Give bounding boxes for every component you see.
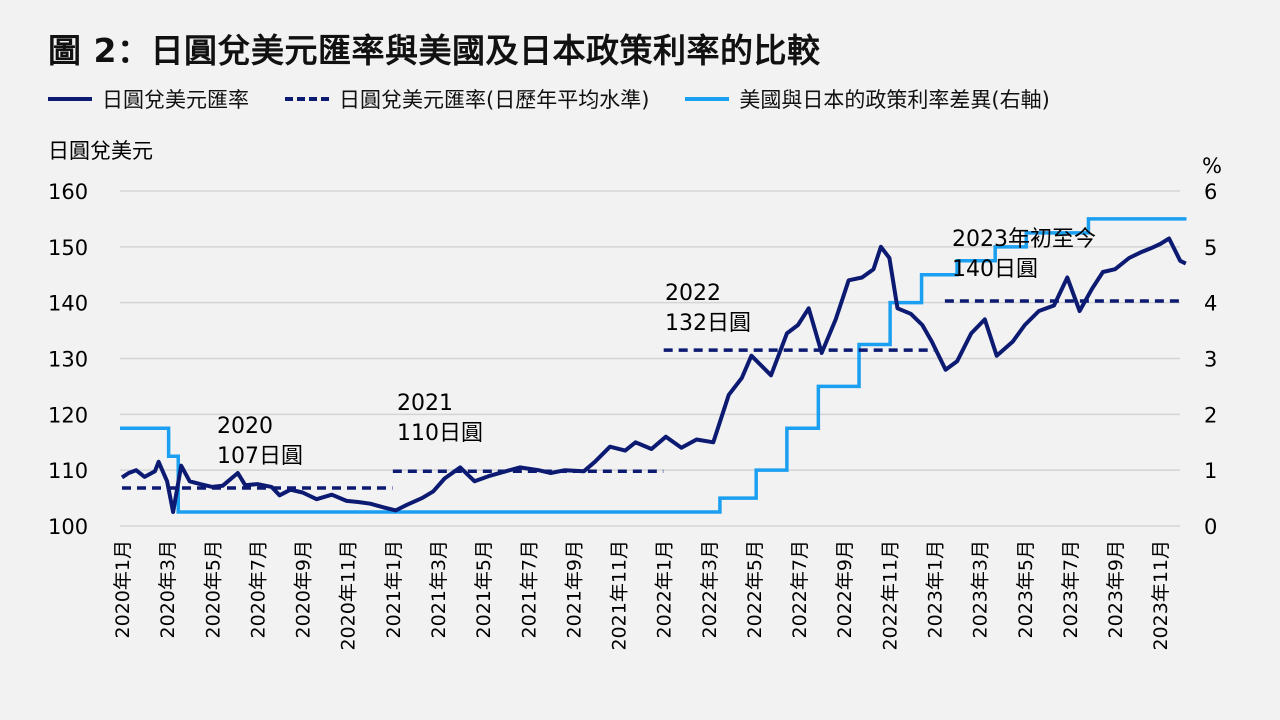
legend-label: 日圓兌美元匯率: [102, 88, 249, 112]
x-tick-label: 2020年9月: [293, 540, 315, 638]
y-tick-label: 140: [48, 292, 88, 316]
legend-swatch-light: [685, 97, 730, 101]
usdjpy-line: [120, 236, 1187, 514]
y2-tick-label: 0: [1204, 515, 1217, 539]
y2-tick-label: 1: [1204, 459, 1217, 483]
x-tick-label: 2022年9月: [834, 540, 856, 638]
annotation-year: 2020: [217, 414, 273, 439]
annotation-value: 107日圓: [217, 444, 303, 469]
rate-differential-line: [120, 217, 1187, 514]
annotation-value: 132日圓: [665, 311, 751, 336]
y-tick-label: 130: [48, 348, 88, 372]
x-tick-label: 2020年7月: [247, 540, 269, 638]
y2-tick-label: 2: [1204, 403, 1217, 427]
y2-tick-label: 6: [1204, 180, 1217, 204]
y-tick-label: 150: [48, 236, 88, 260]
x-tick-label: 2021年7月: [518, 540, 540, 638]
legend-label: 美國與日本的政策利率差異(右軸): [739, 88, 1050, 112]
x-tick-label: 2023年9月: [1105, 540, 1127, 638]
x-tick-label: 2022年7月: [789, 540, 811, 638]
x-tick-label: 2021年9月: [563, 540, 585, 638]
y-axis-label: 日圓兌美元: [48, 139, 153, 163]
annotation-value: 140日圓: [952, 257, 1038, 282]
y2-tick-label: 5: [1204, 236, 1217, 260]
annotation-year: 2021: [397, 391, 453, 416]
y-tick-label: 160: [48, 180, 88, 204]
annotation-year: 2022: [665, 281, 721, 306]
legend-label: 日圓兌美元匯率(日歷年平均水準): [339, 88, 650, 112]
y-tick-label: 100: [48, 515, 88, 539]
legend: 日圓兌美元匯率 日圓兌美元匯率(日歷年平均水準) 美國與日本的政策利率差異(右軸…: [48, 84, 1050, 114]
x-tick-label: 2023年1月: [925, 540, 947, 638]
y2-axis-label: %: [1202, 154, 1222, 178]
x-tick-label: 2023年11月: [1150, 540, 1172, 651]
x-tick-label: 2022年11月: [879, 540, 901, 651]
legend-item-diff: 美國與日本的政策利率差異(右軸): [685, 84, 1050, 114]
x-tick-label: 2021年5月: [473, 540, 495, 638]
x-tick-label: 2022年3月: [699, 540, 721, 638]
x-tick-label: 2023年3月: [970, 540, 992, 638]
y-tick-label: 110: [48, 459, 88, 483]
legend-item-avg: 日圓兌美元匯率(日歷年平均水準): [285, 84, 649, 114]
x-tick-label: 2022年5月: [744, 540, 766, 638]
legend-swatch-dashed: [285, 97, 329, 101]
legend-swatch-solid: [48, 97, 92, 101]
x-tick-label: 2020年5月: [202, 540, 224, 638]
x-tick-label: 2021年1月: [383, 540, 405, 638]
legend-item-fx: 日圓兌美元匯率: [48, 84, 249, 114]
y2-tick-label: 3: [1204, 348, 1217, 372]
x-tick-label: 2020年3月: [157, 540, 179, 638]
x-tick-label: 2023年5月: [1015, 540, 1037, 638]
x-tick-label: 2020年11月: [338, 540, 360, 651]
x-tick-label: 2021年3月: [428, 540, 450, 638]
annotation-value: 110日圓: [397, 421, 483, 446]
y-tick-label: 120: [48, 403, 88, 427]
x-tick-label: 2023年7月: [1060, 540, 1082, 638]
x-tick-label: 2022年1月: [654, 540, 676, 638]
y2-tick-label: 4: [1204, 292, 1217, 316]
annotation-year: 2023年初至今: [952, 227, 1096, 252]
x-tick-label: 2020年1月: [112, 540, 134, 638]
chart-title: 圖 2：日圓兌美元匯率與美國及日本政策利率的比較: [48, 31, 821, 70]
x-tick-label: 2021年11月: [609, 540, 631, 651]
